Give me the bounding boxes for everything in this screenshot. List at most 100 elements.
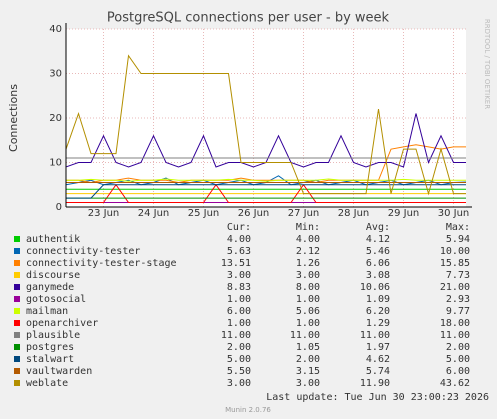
stats-header: Min: [296, 222, 320, 233]
x-tick-label: 23 Jun [88, 208, 120, 219]
version: Munin 2.0.76 [225, 406, 271, 414]
stat-value: 8.83 [227, 282, 251, 293]
stat-value: 1.09 [366, 294, 390, 305]
series-line [66, 184, 466, 199]
series-line [66, 144, 466, 184]
stat-value: 3.15 [296, 366, 320, 377]
legend-label: plausible [26, 330, 80, 341]
x-tick-label: 28 Jun [338, 208, 370, 219]
stat-value: 21.00 [440, 282, 470, 293]
stat-value: 6.00 [446, 366, 470, 377]
footer: Last update: Tue Jun 30 23:00:23 2026 [266, 392, 489, 403]
stat-value: 4.12 [366, 234, 390, 245]
legend-swatch [14, 236, 20, 242]
legend-swatch [14, 380, 20, 386]
stat-value: 6.20 [366, 306, 390, 317]
y-tick-label: 30 [49, 69, 62, 80]
legend-swatch [14, 260, 20, 266]
legend-swatch [14, 272, 20, 278]
y-tick-label: 20 [49, 113, 62, 124]
legend-label: gotosocial [26, 294, 86, 305]
stat-value: 2.00 [296, 354, 320, 365]
stat-value: 5.50 [227, 366, 251, 377]
legend-label: vaultwarden [26, 366, 92, 377]
stat-value: 11.00 [221, 330, 251, 341]
y-tick-label: 10 [49, 158, 62, 169]
stats-header: Avg: [366, 222, 390, 233]
stat-value: 1.00 [227, 318, 251, 329]
stat-value: 10.00 [440, 246, 470, 257]
stat-value: 7.73 [446, 270, 470, 281]
stat-value: 9.77 [446, 306, 470, 317]
stat-value: 13.51 [221, 258, 251, 269]
legend-swatch [14, 356, 20, 362]
x-tick-label: 25 Jun [188, 208, 220, 219]
series-line [65, 54, 466, 196]
series-line [66, 178, 466, 182]
stat-value: 11.90 [360, 378, 390, 389]
stat-value: 4.62 [366, 354, 390, 365]
legend-label: connectivity-tester [26, 246, 140, 257]
stat-value: 2.00 [446, 342, 470, 353]
stat-value: 1.26 [296, 258, 320, 269]
stat-value: 11.00 [440, 330, 470, 341]
stat-value: 43.62 [440, 378, 470, 389]
stat-value: 1.29 [366, 318, 390, 329]
legend-swatch [14, 368, 20, 374]
stat-value: 5.06 [296, 306, 320, 317]
stat-value: 1.00 [296, 318, 320, 329]
stat-value: 5.46 [366, 246, 390, 257]
stat-value: 11.00 [360, 330, 390, 341]
stat-value: 2.12 [296, 246, 320, 257]
stat-value: 4.00 [227, 234, 251, 245]
legend-label: weblate [26, 378, 68, 389]
x-tick-label: 26 Jun [238, 208, 270, 219]
stat-value: 3.00 [227, 270, 251, 281]
stat-value: 5.00 [446, 354, 470, 365]
legend-label: openarchiver [26, 318, 98, 329]
stat-value: 5.63 [227, 246, 251, 257]
stat-value: 6.06 [366, 258, 390, 269]
legend-label: connectivity-tester-stage [26, 258, 177, 269]
legend-swatch [14, 296, 20, 302]
legend-swatch [14, 320, 20, 326]
stat-value: 5.74 [366, 366, 390, 377]
legend-swatch [14, 308, 20, 314]
stat-value: 18.00 [440, 318, 470, 329]
legend-swatch [14, 332, 20, 338]
x-tick-label: 24 Jun [138, 208, 170, 219]
legend-label: ganymede [26, 282, 74, 293]
x-tick-label: 27 Jun [288, 208, 320, 219]
legend-label: discourse [26, 270, 80, 281]
stat-value: 3.00 [296, 378, 320, 389]
stat-value: 4.00 [296, 234, 320, 245]
stat-value: 6.00 [227, 306, 251, 317]
legend-label: postgres [26, 342, 74, 353]
stat-value: 10.06 [360, 282, 390, 293]
legend-label: stalwart [26, 354, 74, 365]
stat-value: 15.85 [440, 258, 470, 269]
stat-value: 3.00 [296, 270, 320, 281]
stat-value: 5.94 [446, 234, 470, 245]
stat-value: 8.00 [296, 282, 320, 293]
x-tick-label: 29 Jun [388, 208, 420, 219]
y-tick-label: 0 [56, 202, 62, 213]
legend-swatch [14, 248, 20, 254]
legend-label: authentik [26, 234, 80, 245]
stats-header: Max: [446, 222, 470, 233]
x-tick-label: 30 Jun [438, 208, 470, 219]
stat-value: 3.00 [227, 378, 251, 389]
stat-value: 2.00 [227, 342, 251, 353]
legend-swatch [14, 284, 20, 290]
stat-value: 1.97 [366, 342, 390, 353]
chart-title: PostgreSQL connections per user - by wee… [107, 11, 390, 26]
legend-label: mailman [26, 306, 68, 317]
series-line [66, 183, 466, 204]
stat-value: 11.00 [290, 330, 320, 341]
stat-value: 1.00 [296, 294, 320, 305]
stat-value: 1.00 [227, 294, 251, 305]
stat-value: 1.05 [296, 342, 320, 353]
legend-swatch [14, 344, 20, 350]
stat-value: 2.93 [446, 294, 470, 305]
